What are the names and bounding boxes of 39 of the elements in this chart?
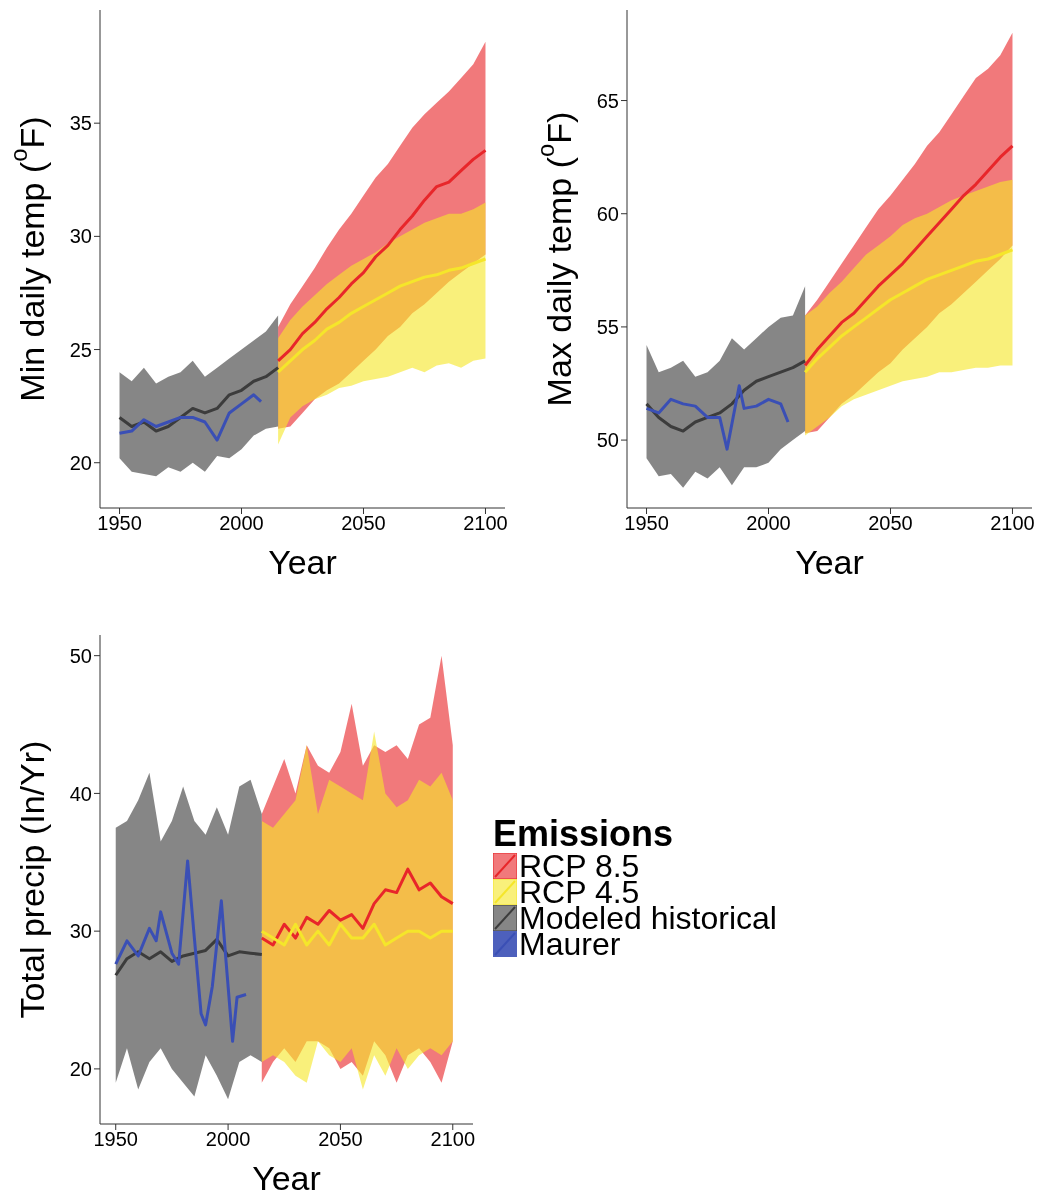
line-series: [276, 257, 487, 374]
x-tick-label: 1950: [624, 512, 669, 535]
y-tick-label: 20: [69, 1058, 92, 1080]
x-tick-label: 2050: [868, 512, 913, 535]
x-axis-title: Year: [795, 543, 864, 581]
x-tick-label: 2000: [205, 1128, 251, 1151]
line-series: [260, 867, 455, 947]
x-tick-label: 2100: [430, 1128, 476, 1151]
x-tick-label: 1950: [93, 1128, 138, 1151]
y-tick-label: 35: [69, 112, 92, 135]
legend-title: Emissions: [493, 813, 675, 854]
y-axis-title: Total precip (In/Yr): [13, 740, 51, 1019]
x-tick-label: 2100: [990, 512, 1035, 535]
x-tick-label: 1950: [97, 512, 142, 535]
line-series: [803, 144, 1014, 367]
y-tick-label: 50: [69, 644, 92, 667]
x-tick-label: 2050: [318, 1128, 363, 1151]
line-series: [645, 384, 790, 451]
line-series: [803, 248, 1014, 374]
y-tick-label: 50: [596, 429, 619, 452]
y-tick-label: 20: [69, 451, 92, 474]
y-tick-label: 25: [69, 338, 92, 361]
line-series: [276, 148, 487, 363]
y-tick-label: 65: [596, 89, 619, 112]
line-series: [114, 859, 248, 1043]
x-tick-label: 2000: [746, 512, 791, 535]
x-tick-label: 2050: [341, 512, 386, 535]
y-tick-label: 30: [69, 225, 92, 248]
line-series: [118, 366, 280, 433]
line-series: [260, 922, 455, 947]
x-axis-title: Year: [268, 543, 337, 581]
y-tick-label: 55: [596, 316, 619, 339]
y-tick-label: 30: [69, 920, 92, 943]
x-axis-title: Year: [252, 1159, 321, 1197]
x-tick-label: 2100: [463, 512, 508, 535]
line-series: [118, 393, 263, 442]
x-tick-label: 2000: [219, 512, 264, 535]
y-tick-label: 40: [69, 782, 92, 805]
y-tick-label: 60: [596, 202, 619, 225]
